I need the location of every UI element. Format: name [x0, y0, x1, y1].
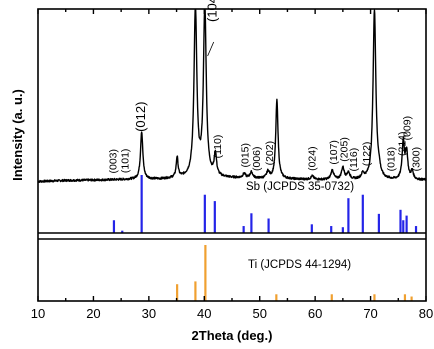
x-tick-label: 60 [308, 306, 322, 321]
peak-label: (006) [251, 146, 263, 171]
peak-label: (012) [133, 102, 148, 132]
x-tick-label: 80 [419, 306, 433, 321]
peak-label: (122) [361, 142, 373, 167]
peak-label: (009) [402, 116, 414, 141]
ti-reference-label: Ti (JCPDS 44-1294) [248, 259, 351, 271]
peak-label: (024) [306, 146, 318, 171]
peak-label: (003) [107, 149, 119, 174]
peak-label-leader [207, 41, 215, 57]
sb-reference-label: Sb (JCPDS 35-0732) [246, 181, 354, 193]
xrd-pattern-line [37, 9, 427, 183]
x-tick-label: 50 [252, 306, 266, 321]
peak-label: (202) [264, 141, 276, 166]
peak-label: (104) [205, 0, 220, 22]
peak-label: (107) [328, 140, 340, 165]
peak-label: (214) [397, 131, 409, 156]
x-axis: 10 20 30 40 50 60 70 80 [31, 9, 433, 321]
peak-label: (101) [120, 149, 132, 174]
x-tick-label: 10 [31, 306, 45, 321]
y-axis-title: Intensity (a. u.) [10, 89, 25, 181]
x-tick-label: 20 [86, 306, 100, 321]
sb-reference-panel [112, 175, 418, 233]
ti-reference-panel [176, 245, 413, 301]
peak-label: (116) [348, 148, 360, 172]
peak-label: (205) [338, 137, 350, 162]
xrd-panel: (003) (101) (012) (104) (110) (015) (006) (202)… [37, 0, 427, 183]
x-axis-title: 2Theta (deg.) [192, 328, 273, 343]
peak-label: (018) [386, 147, 398, 172]
peak-label: (110) [212, 135, 224, 159]
peak-label: (015) [240, 143, 252, 168]
x-tick-label: 30 [142, 306, 156, 321]
x-tick-label: 40 [197, 306, 211, 321]
x-tick-label: 70 [363, 306, 377, 321]
peak-label: (300) [411, 147, 423, 172]
